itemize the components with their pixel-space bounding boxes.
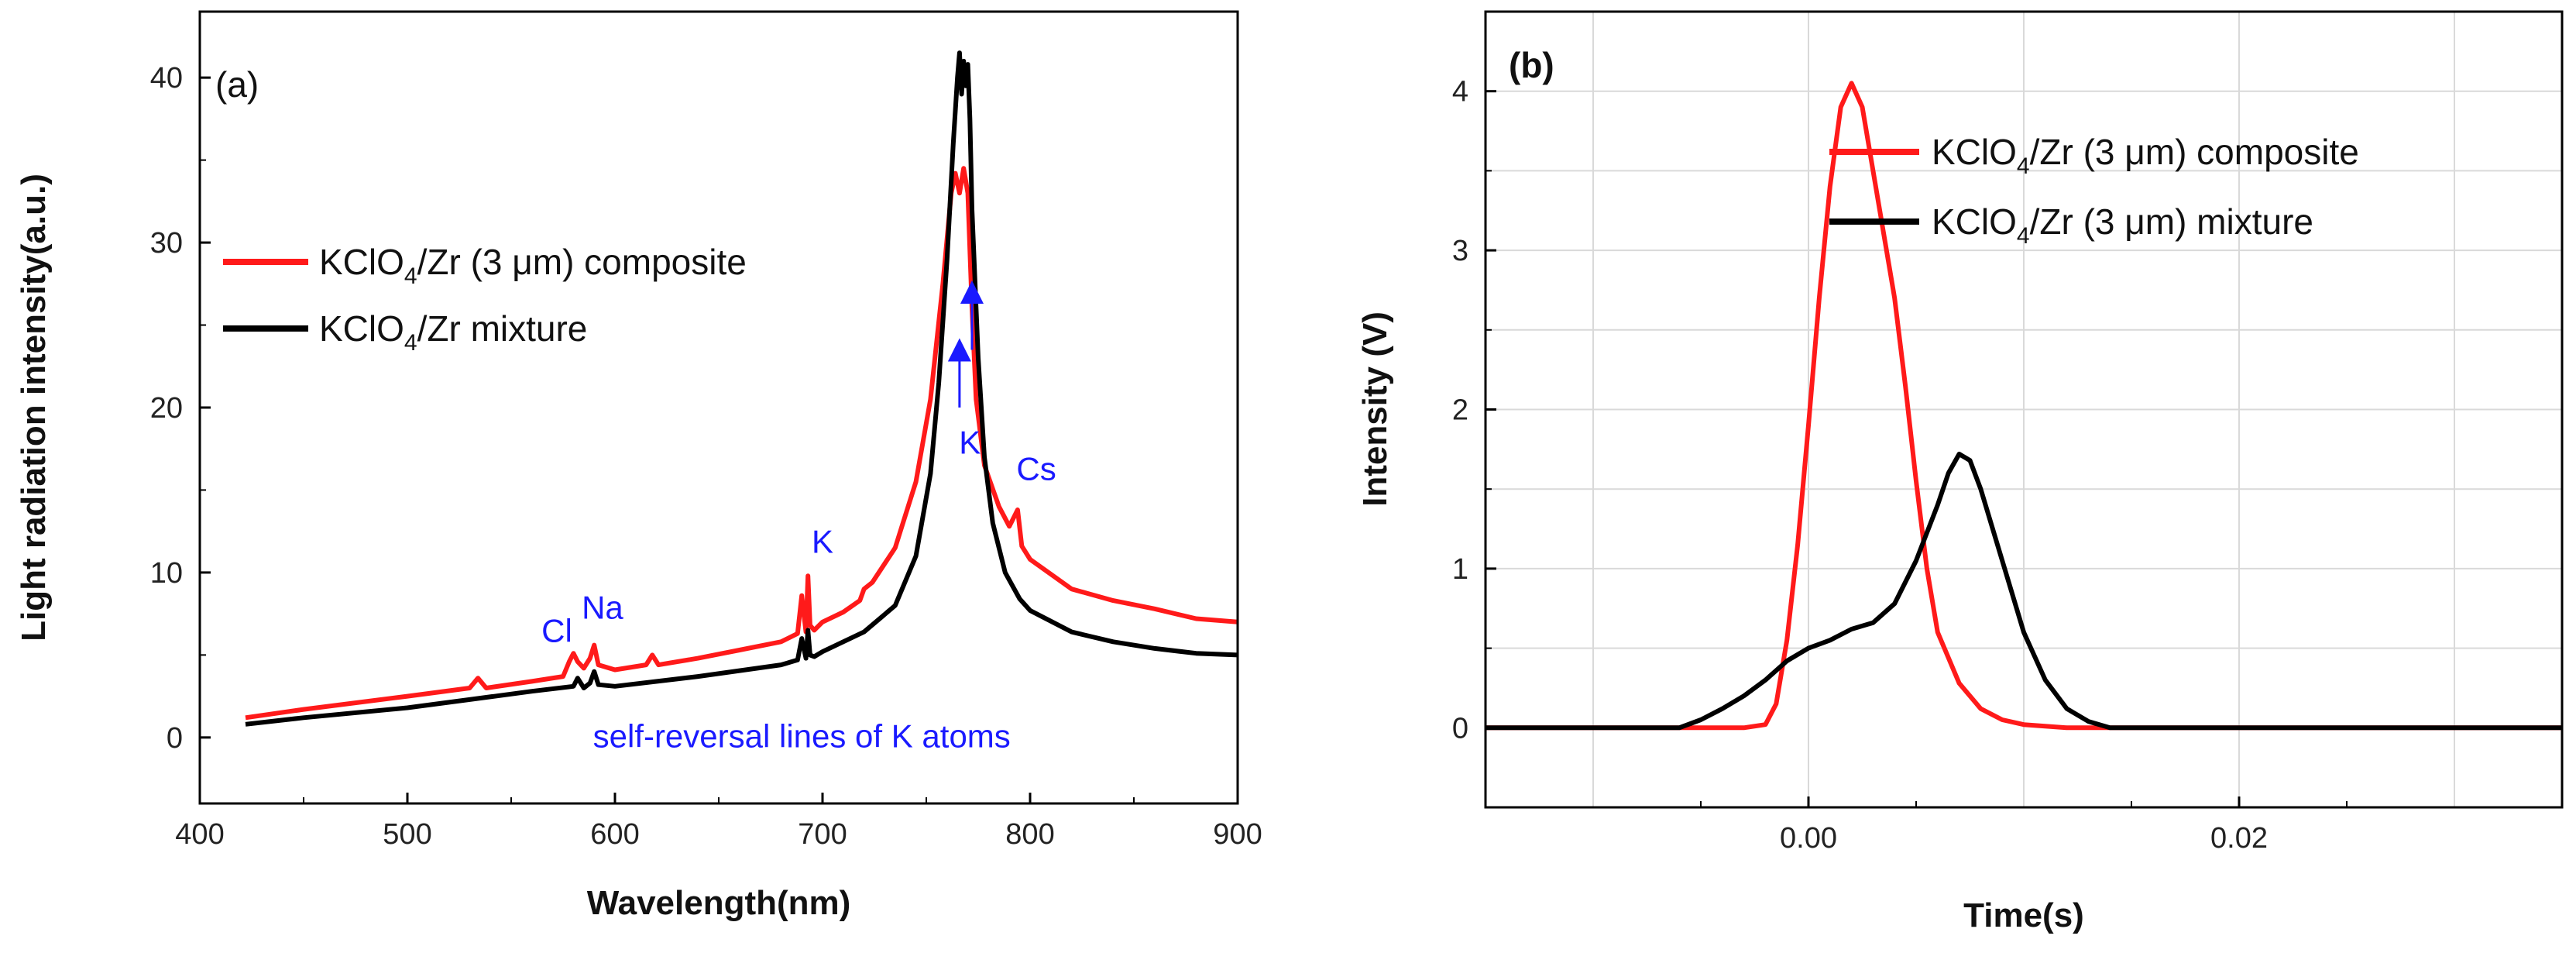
annotation-2: K [812, 523, 833, 559]
legend-label-b-1-sub: 4 [2017, 223, 2030, 249]
x-tick-label: 0.00 [1780, 822, 1837, 855]
legend-label-b-1-pre: KClO [1932, 201, 2017, 242]
y-axis-label-a: Light radiation intensity(a.u.) [15, 174, 53, 642]
x-tick-label: 700 [798, 818, 847, 851]
legend-a: KClO4/Zr (3 μm) composite KClO4/Zr mixtu… [223, 242, 747, 356]
y-tick-label: 2 [1452, 394, 1468, 427]
legend-label-a-0: KClO4/Zr (3 μm) composite [319, 242, 747, 289]
x-axis-label-a: Wavelength(nm) [587, 884, 851, 922]
series-group-a [245, 50, 1238, 727]
series-line-a-0 [245, 166, 1238, 721]
legend-b: KClO4/Zr (3 μm) composite KClO4/Zr (3 μm… [1829, 132, 2359, 249]
y-tick-label: 0 [1452, 712, 1468, 745]
annotation-4: Cs [1016, 451, 1056, 487]
annotation-5: self-reversal lines of K atoms [593, 718, 1011, 755]
x-tick-label: 600 [590, 818, 639, 851]
legend-label-a-1-pre: KClO [319, 308, 404, 349]
y-axis-label-b: Intensity (V) [1356, 311, 1394, 507]
panel-label-b: (b) [1509, 45, 1554, 85]
annotation-3: K [959, 425, 981, 461]
y-tick-label: 10 [150, 557, 183, 590]
annotation-0: Cl [541, 612, 572, 649]
panel-label-a: (a) [215, 64, 259, 105]
series-group-b [1485, 81, 2562, 731]
legend-label-a-1-post: /Zr mixture [417, 308, 588, 349]
x-tick-label: 400 [175, 818, 224, 851]
series-line-a-1 [245, 50, 1238, 727]
y-tick-label: 4 [1452, 76, 1468, 108]
tick-group-a: 400 500 600 700 800 900 0 10 20 30 40 [150, 62, 1262, 851]
x-tick-label: 500 [383, 818, 431, 851]
legend-label-a-0-sub: 4 [404, 263, 417, 289]
legend-label-b-0-post: /Zr (3 μm) composite [2030, 132, 2359, 172]
legend-label-b-0: KClO4/Zr (3 μm) composite [1932, 132, 2359, 179]
chart-panel-a: 400 500 600 700 800 900 0 10 20 30 40 Cl Na K K Cs self… [15, 10, 1262, 922]
series-line-b-0 [1485, 81, 2562, 731]
legend-label-b-1: KClO4/Zr (3 μm) mixture [1932, 201, 2313, 249]
plot-area-b [1485, 12, 2562, 807]
x-axis-label-b: Time(s) [1963, 896, 2084, 934]
y-tick-label: 20 [150, 392, 183, 425]
grid-group-b [1485, 12, 2562, 807]
y-tick-label: 0 [167, 722, 183, 755]
legend-label-b-0-sub: 4 [2017, 153, 2030, 179]
y-tick-label: 40 [150, 62, 183, 95]
y-tick-label: 3 [1452, 235, 1468, 267]
legend-label-a-1-sub: 4 [404, 330, 417, 356]
x-tick-label: 800 [1005, 818, 1054, 851]
annotation-1: Na [582, 590, 623, 626]
x-tick-label: 0.02 [2210, 822, 2268, 855]
annotation-group-a: Cl Na K K Cs self-reversal lines of K atoms [541, 425, 1056, 755]
plot-area-a [245, 50, 1238, 727]
tick-group-b: 0.00 0.02 0 1 2 3 4 [1452, 76, 2563, 855]
x-tick-label: 900 [1213, 818, 1262, 851]
legend-label-a-0-post: /Zr (3 μm) composite [417, 242, 747, 282]
arrow-group-a [947, 280, 984, 408]
y-tick-label: 1 [1452, 553, 1468, 586]
legend-label-b-1-post: /Zr (3 μm) mixture [2030, 201, 2313, 242]
legend-label-b-0-pre: KClO [1932, 132, 2017, 172]
series-line-b-1 [1485, 452, 2562, 731]
legend-label-a-0-pre: KClO [319, 242, 404, 282]
legend-label-a-1: KClO4/Zr mixture [319, 308, 587, 356]
y-tick-label: 30 [150, 227, 183, 260]
